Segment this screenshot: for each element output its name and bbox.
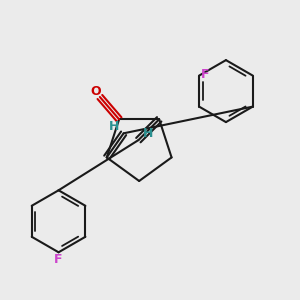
Text: F: F xyxy=(54,253,63,266)
Text: O: O xyxy=(90,85,101,98)
Text: H: H xyxy=(142,127,153,140)
Text: F: F xyxy=(201,68,209,81)
Text: H: H xyxy=(109,120,119,133)
